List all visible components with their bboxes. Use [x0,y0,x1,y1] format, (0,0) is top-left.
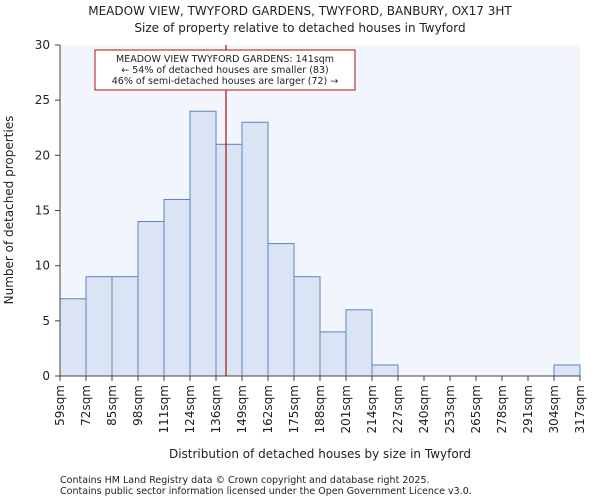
x-tick-label: 98sqm [131,385,145,426]
bar-59sqm [59,298,87,377]
y-tick-label: 0 [42,369,50,383]
bar-304sqm [553,364,581,377]
footer-line-1: Contains HM Land Registry data © Crown c… [60,475,430,486]
bar-162sqm [267,243,295,377]
x-tick-label: 72sqm [79,385,93,426]
annotation-line-1: MEADOW VIEW TWYFORD GARDENS: 141sqm [116,54,334,65]
y-tick-label: 30 [35,38,50,52]
annotation-box: MEADOW VIEW TWYFORD GARDENS: 141sqm ← 54… [94,49,356,91]
bar-214sqm [371,364,399,377]
bar-124sqm [189,110,217,377]
bar-201sqm [345,309,373,377]
y-tick-label: 25 [35,93,50,107]
x-tick-label: 175sqm [287,385,301,433]
bar-149sqm [241,121,269,377]
x-tick-label: 240sqm [417,385,431,433]
x-tick-label: 291sqm [521,385,535,433]
x-tick-label: 227sqm [391,385,405,433]
y-tick-label: 10 [35,259,50,273]
x-tick-label: 304sqm [547,385,561,433]
bar-188sqm [319,331,347,377]
bar-98sqm [137,221,165,377]
bar-136sqm [215,143,243,377]
x-tick-label: 188sqm [313,385,327,433]
x-tick-label: 136sqm [209,385,223,433]
chart-title: MEADOW VIEW, TWYFORD GARDENS, TWYFORD, B… [88,4,512,18]
x-tick-label: 149sqm [235,385,249,433]
chart-subtitle: Size of property relative to detached ho… [134,21,465,35]
y-axis-label: Number of detached properties [2,116,16,305]
bar-111sqm [163,198,191,377]
x-tick-label: 124sqm [183,385,197,433]
y-tick-label: 5 [42,314,50,328]
x-tick-label: 59sqm [53,385,67,426]
x-tick-label: 317sqm [573,385,587,433]
x-tick-label: 265sqm [469,385,483,433]
x-tick-label: 85sqm [105,385,119,426]
bar-175sqm [293,276,321,377]
x-tick-label: 201sqm [339,385,353,433]
bar-85sqm [111,276,139,377]
x-axis-ticks: 59sqm 72sqm 85sqm 98sqm 111sqm 124sqm 136sqm 14… [53,376,587,433]
bars [59,110,581,377]
x-tick-label: 253sqm [443,385,457,433]
y-axis-ticks: 0 5 10 15 20 25 30 [35,38,60,383]
x-tick-label: 214sqm [365,385,379,433]
footer-line-2: Contains public sector information licen… [60,486,472,497]
x-tick-label: 111sqm [157,385,171,433]
bar-72sqm [85,276,113,377]
x-axis-label: Distribution of detached houses by size … [169,447,471,461]
y-tick-label: 20 [35,148,50,162]
annotation-line-2: ← 54% of detached houses are smaller (83… [121,65,328,76]
x-tick-label: 278sqm [495,385,509,433]
x-tick-label: 162sqm [261,385,275,433]
y-tick-label: 15 [35,204,50,218]
annotation-line-3: 46% of semi-detached houses are larger (… [112,76,339,87]
